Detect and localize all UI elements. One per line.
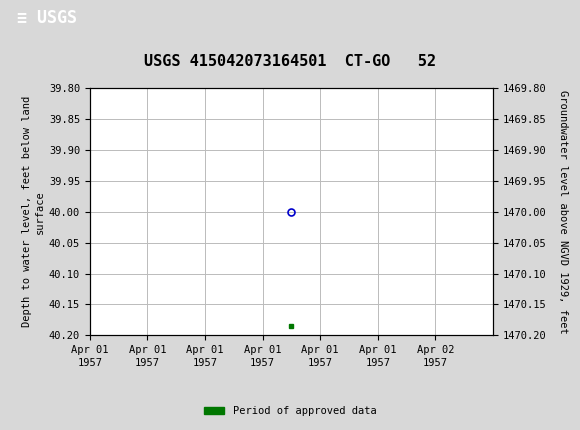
Text: ≡ USGS: ≡ USGS: [17, 9, 77, 27]
Y-axis label: Groundwater level above NGVD 1929, feet: Groundwater level above NGVD 1929, feet: [557, 90, 568, 334]
Legend: Period of approved data: Period of approved data: [200, 402, 380, 421]
Text: USGS 415042073164501  CT-GO   52: USGS 415042073164501 CT-GO 52: [144, 54, 436, 69]
Y-axis label: Depth to water level, feet below land
surface: Depth to water level, feet below land su…: [23, 96, 45, 327]
